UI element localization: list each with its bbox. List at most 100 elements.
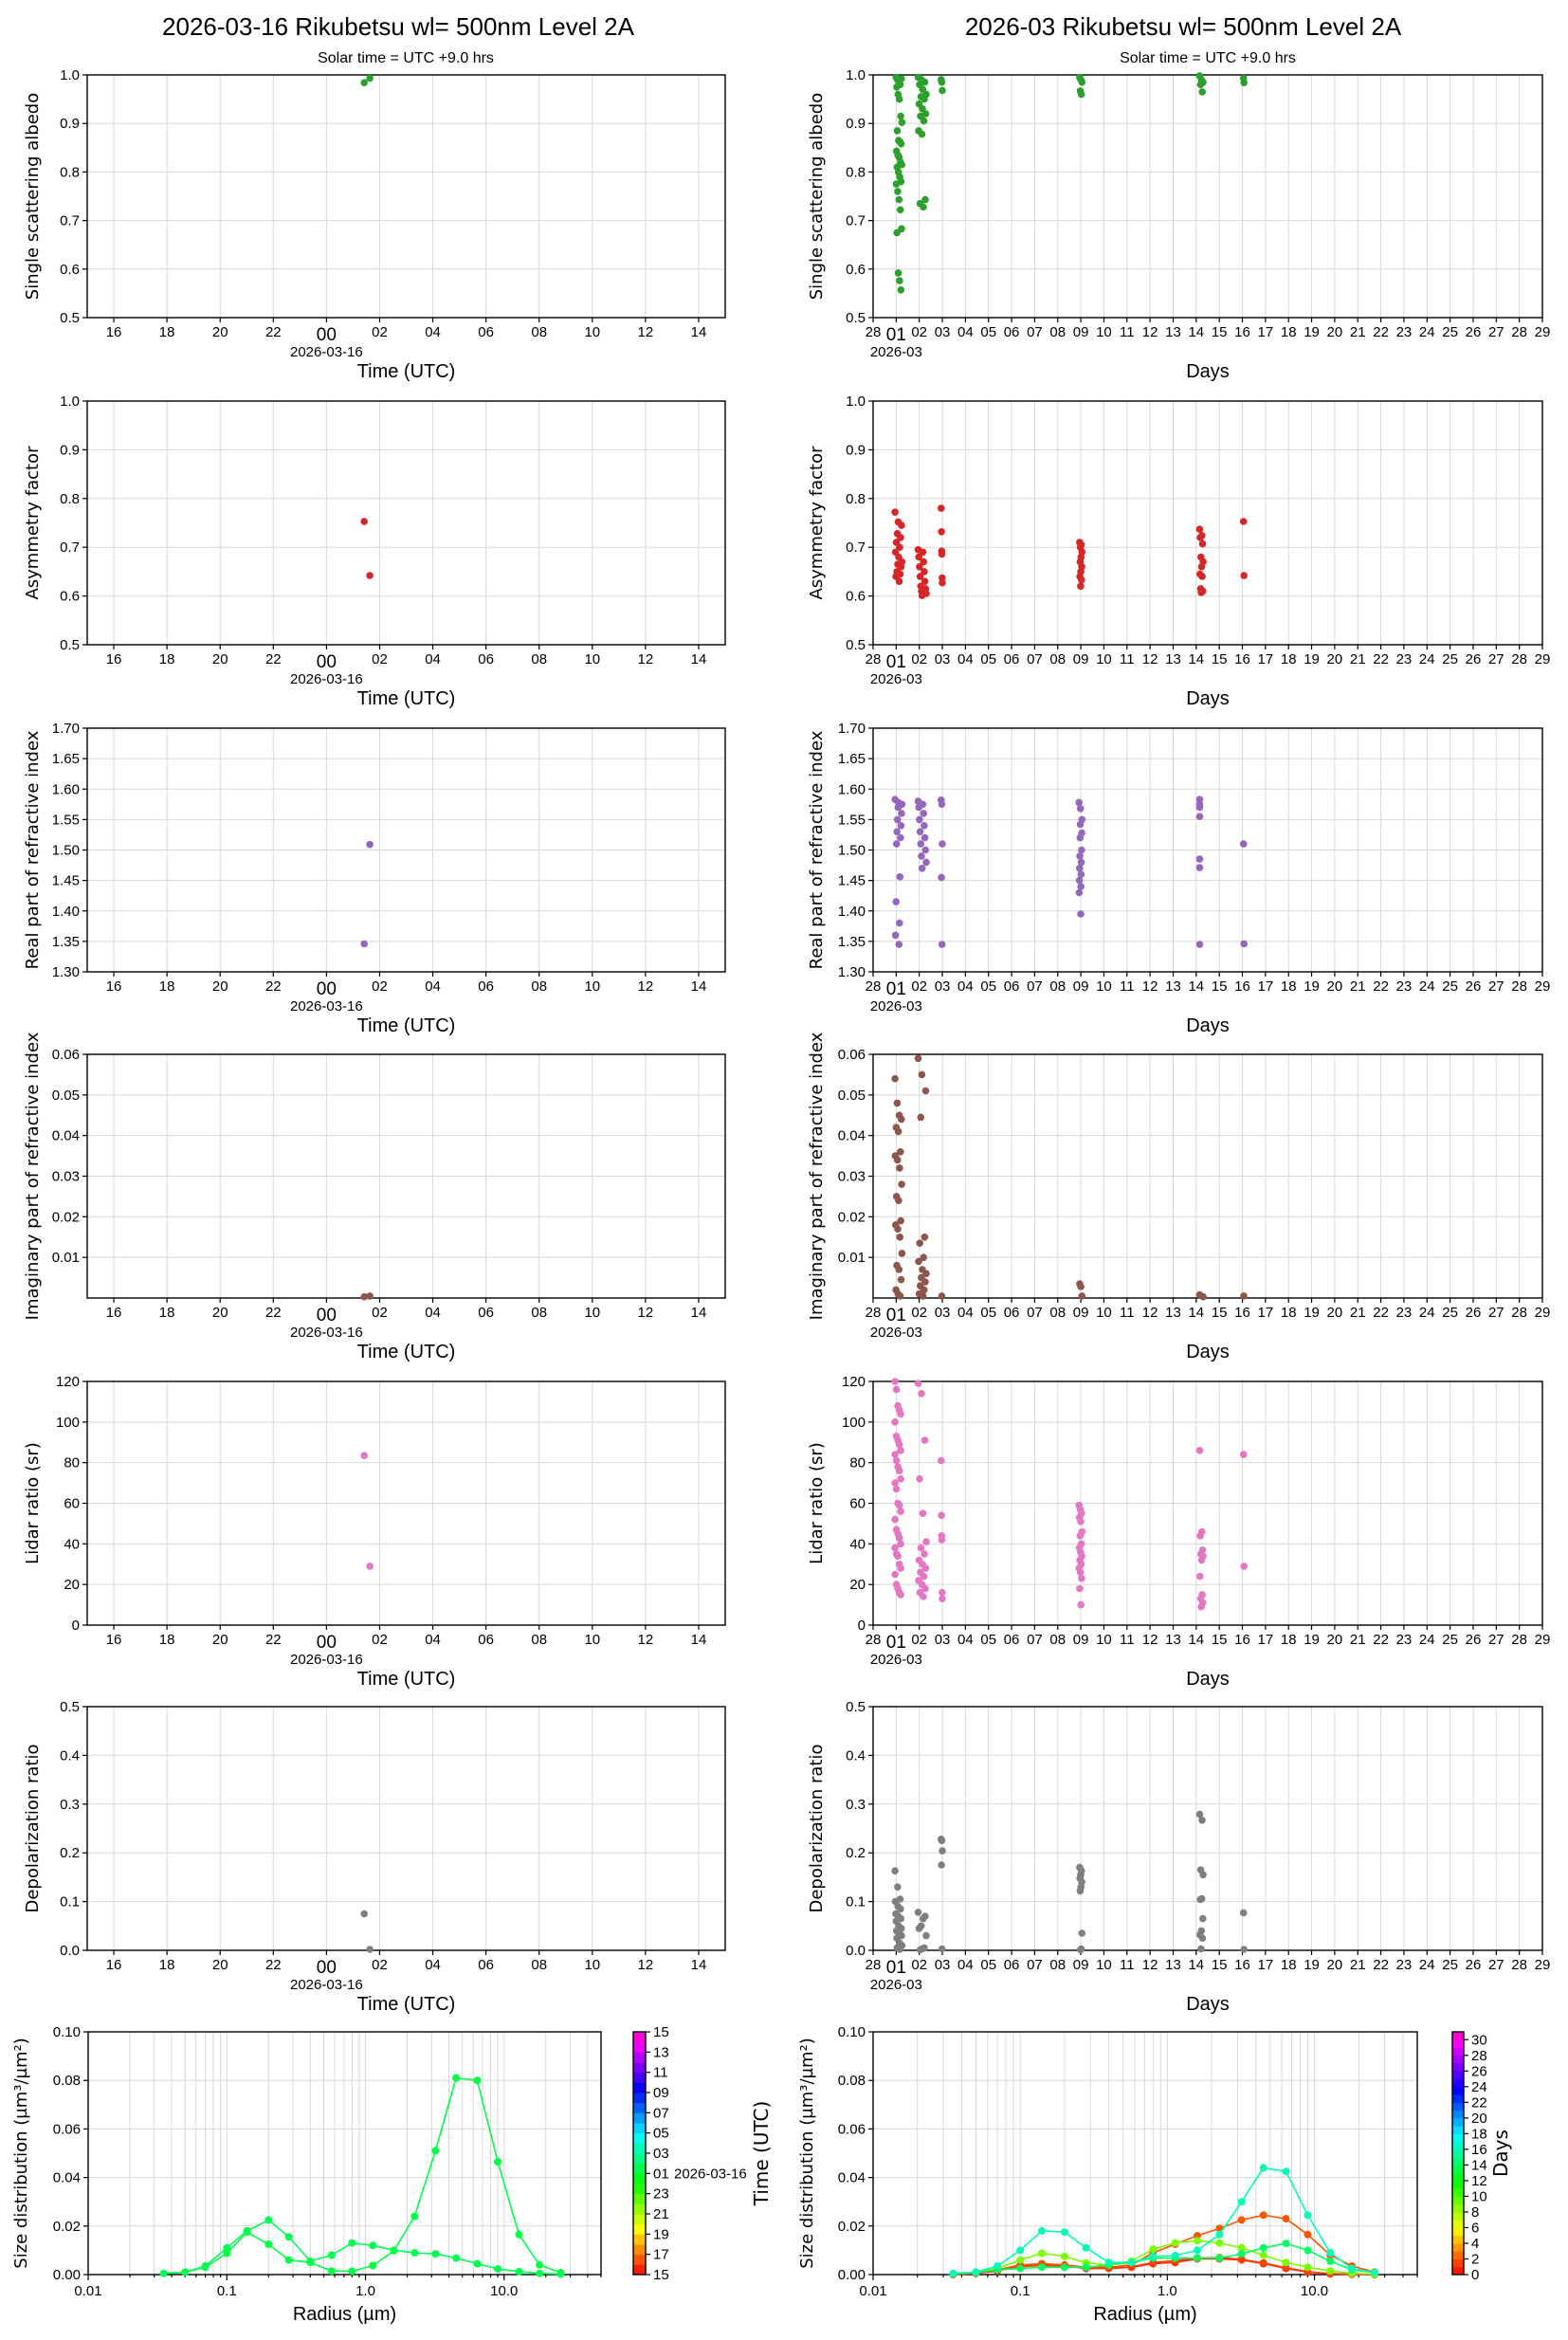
data-point (1194, 2254, 1201, 2262)
colorbar-tick-label: 8 (1471, 2204, 1479, 2221)
data-point (1240, 1563, 1248, 1570)
x-tick-label: 16 (106, 1305, 122, 1321)
data-point (452, 2074, 461, 2082)
data-point (1195, 941, 1204, 948)
data-point (390, 2246, 398, 2255)
x-tick-label: 08 (1049, 1632, 1066, 1648)
data-point (327, 2251, 336, 2259)
data-point (922, 858, 930, 867)
data-point (921, 1564, 930, 1572)
y-tick-label: 1.60 (52, 781, 80, 797)
colorbar-level (1452, 2188, 1464, 2197)
data-point (1282, 2239, 1290, 2248)
colorbar-level (1452, 2117, 1464, 2127)
x-tick-label: 05 (980, 324, 996, 340)
y-tick-label: 20 (64, 1577, 80, 1593)
x-date-label: 2026-03-16 (290, 1977, 363, 1993)
data-point (916, 828, 924, 835)
x-tick-label: 06 (1004, 324, 1020, 340)
x-tick-label: 03 (935, 978, 951, 995)
x-tick-label: 20 (1327, 978, 1343, 995)
colorbar-level (633, 2062, 646, 2074)
colorbar-level (633, 2184, 646, 2195)
x-tick-label: 26 (1466, 1305, 1482, 1321)
colorbar-level (1452, 2172, 1464, 2182)
data-point (1149, 2245, 1158, 2254)
x-tick-label: 18 (159, 1957, 175, 1973)
x-tick-label: 19 (1304, 651, 1320, 667)
x-tick-label: 03 (935, 1632, 951, 1648)
y-axis-label: Asymmetry factor (23, 446, 43, 600)
y-tick-label: 0.8 (846, 164, 866, 180)
x-tick-label: 02 (372, 1632, 388, 1648)
x-tick-label: 07 (1027, 1957, 1043, 1973)
data-point (920, 203, 927, 211)
colorbar-level (1452, 2266, 1464, 2276)
x-tick-label: 28 (866, 324, 882, 340)
x-tick-label: 04 (957, 978, 974, 995)
colorbar-level (633, 2163, 646, 2174)
data-point (1197, 1556, 1206, 1564)
data-point (1259, 2164, 1267, 2172)
data-point (1076, 1568, 1085, 1577)
colorbar-tick-label: 13 (653, 2044, 669, 2060)
x-tick-label: 17 (1258, 1957, 1274, 1973)
y-axis-label: Imaginary part of refractive index (807, 1032, 827, 1320)
data-point (994, 2262, 1002, 2270)
y-tick-label: 120 (842, 1374, 866, 1390)
x-tick-label: 01 (886, 325, 906, 345)
x-tick-label: 27 (1488, 651, 1504, 667)
x-tick-label: 11 (1120, 1305, 1135, 1321)
data-point (938, 1861, 945, 1869)
colorbar-level (1452, 2165, 1464, 2174)
x-tick-label: 20 (212, 978, 228, 995)
data-point (938, 1945, 946, 1953)
data-point (1326, 2267, 1335, 2276)
x-tick-label: 17 (1258, 324, 1274, 340)
x-tick-label: 05 (980, 1957, 996, 1973)
x-tick-label: 02 (372, 324, 388, 340)
x-tick-label: 03 (935, 651, 951, 667)
y-tick-label: 1.0 (846, 393, 866, 410)
x-tick-label: 15 (1212, 1632, 1228, 1648)
x-tick-label: 22 (265, 1632, 282, 1648)
x-tick-label: 00 (317, 979, 337, 999)
x-tick-label: 06 (478, 1632, 494, 1648)
data-point (920, 1572, 928, 1581)
data-point (895, 1467, 903, 1474)
data-point (264, 2216, 273, 2224)
data-point (1078, 1574, 1085, 1582)
colorbar-tick-label: 09 (653, 2085, 669, 2101)
x-tick-label: 20 (212, 1632, 228, 1648)
y-tick-label: 0.9 (846, 116, 866, 132)
x-tick-label: 22 (265, 978, 282, 995)
colorbar-tick-label: 0 (1471, 2267, 1479, 2283)
y-tick-label: 0.06 (838, 1047, 866, 1063)
x-tick-label: 06 (1004, 1632, 1020, 1648)
colorbar-tick-label: 17 (653, 2247, 669, 2263)
y-tick-label: 0.03 (838, 1169, 866, 1185)
data-point (898, 521, 905, 529)
x-axis-label: Radius (µm) (293, 2304, 396, 2325)
data-point (893, 828, 901, 835)
y-tick-label: 0.1 (60, 1894, 80, 1910)
data-point (891, 1418, 899, 1426)
y-tick-label: 0.5 (846, 637, 866, 653)
data-point (1077, 858, 1085, 867)
data-point (891, 1074, 899, 1083)
series-line (163, 2076, 561, 2275)
x-tick-label: 06 (478, 978, 494, 995)
data-point (1076, 1584, 1084, 1593)
data-point (1240, 572, 1248, 579)
x-axis-label: Days (1186, 361, 1230, 382)
y-tick-label: 0.08 (838, 2073, 866, 2089)
x-tick-label: 13 (1165, 324, 1181, 340)
data-point (897, 822, 905, 830)
data-point (348, 2239, 356, 2247)
data-point (1076, 805, 1085, 813)
x-tick-label: 00 (317, 1633, 337, 1653)
data-point (1078, 78, 1086, 86)
colorbar-level (1452, 2242, 1464, 2252)
data-point (1196, 1895, 1204, 1904)
data-point (1075, 798, 1083, 807)
